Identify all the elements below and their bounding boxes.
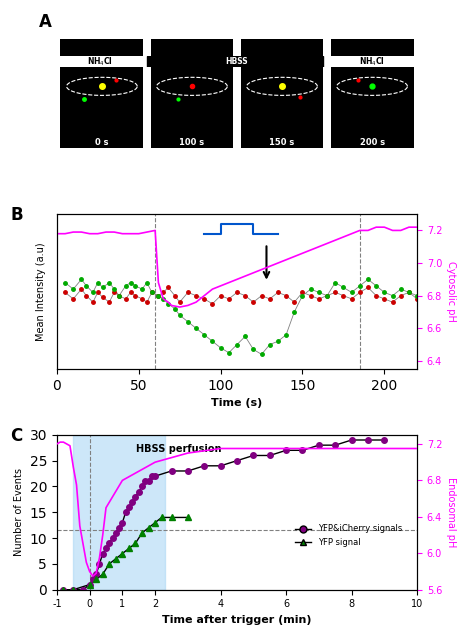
Text: 0 s: 0 s	[95, 138, 109, 147]
Bar	[57, 56, 143, 67]
Text: HBSS perfusion: HBSS perfusion	[136, 444, 222, 454]
FancyBboxPatch shape	[151, 38, 233, 148]
FancyBboxPatch shape	[61, 38, 143, 148]
Text: NH$_4$Cl: NH$_4$Cl	[87, 55, 113, 68]
Y-axis label: Cytosolic pH: Cytosolic pH	[446, 261, 456, 322]
FancyBboxPatch shape	[241, 38, 323, 148]
Text: 200 s: 200 s	[359, 138, 385, 147]
Legend: YFP&iCherry signals, YFP signal: YFP&iCherry signals, YFP signal	[292, 521, 406, 550]
Bar	[73, 435, 165, 590]
Text: NH$_4$Cl: NH$_4$Cl	[359, 55, 385, 68]
Bar	[147, 56, 323, 67]
Y-axis label: Mean Intensity (a.u): Mean Intensity (a.u)	[36, 242, 46, 341]
Text: HBSS: HBSS	[226, 57, 248, 66]
Text: B: B	[10, 206, 23, 224]
Y-axis label: Endosomal pH: Endosomal pH	[446, 477, 456, 547]
FancyBboxPatch shape	[331, 38, 413, 148]
X-axis label: Time after trigger (min): Time after trigger (min)	[162, 615, 312, 625]
Text: 150 s: 150 s	[269, 138, 295, 147]
Text: A: A	[39, 13, 52, 31]
Bar	[327, 56, 417, 67]
Text: C: C	[10, 427, 22, 445]
Y-axis label: Number of Events: Number of Events	[14, 469, 24, 556]
Text: 100 s: 100 s	[179, 138, 205, 147]
X-axis label: Time (s): Time (s)	[211, 398, 263, 408]
